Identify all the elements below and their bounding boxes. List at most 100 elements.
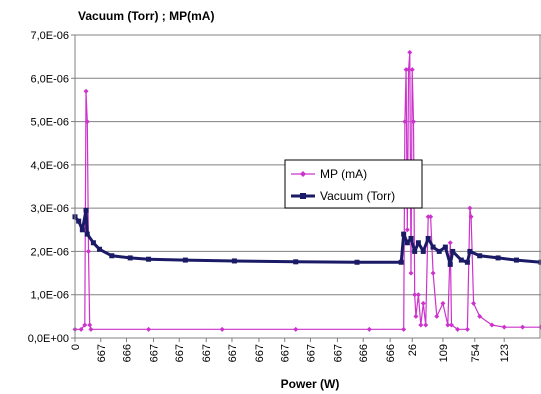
legend-marker (300, 193, 306, 199)
x-tick-label: 667 (174, 344, 186, 362)
x-tick-label: 754 (470, 344, 482, 362)
data-point (415, 292, 421, 298)
data-point (447, 261, 453, 267)
data-point (84, 119, 90, 125)
data-point (415, 240, 421, 246)
data-point (82, 322, 88, 328)
data-point (407, 49, 413, 55)
x-tick-label: 667 (201, 344, 213, 362)
data-point (495, 255, 501, 261)
data-point (413, 313, 419, 319)
legend-marker (300, 171, 306, 177)
y-tick-label: 7,0E-06 (30, 30, 69, 42)
data-point (412, 248, 418, 254)
x-tick-label: 667 (280, 344, 292, 362)
data-point (409, 67, 415, 73)
x-tick-label: 666 (122, 344, 134, 362)
data-point (127, 255, 133, 261)
data-point (408, 270, 414, 276)
x-tick-label: 667 (96, 344, 108, 362)
data-point (97, 246, 103, 252)
y-tick-label: 4,0E-06 (30, 160, 69, 172)
x-tick-label: 26 (407, 344, 419, 356)
data-point (404, 240, 410, 246)
data-point (410, 119, 416, 125)
data-point (430, 244, 436, 250)
data-point (418, 322, 424, 328)
data-point (398, 259, 404, 265)
y-tick-label: 6,0E-06 (30, 73, 69, 85)
y-tick-label: 1,0E-06 (30, 290, 69, 302)
data-point (458, 257, 464, 263)
data-point (423, 322, 429, 328)
data-point (445, 322, 451, 328)
x-axis-label: Power (W) (281, 377, 340, 391)
data-point (402, 119, 408, 125)
chart-title: Vacuum (Torr) ; MP(mA) (78, 9, 214, 23)
data-point (436, 248, 442, 254)
x-tick-label: 667 (148, 344, 160, 362)
x-tick-label: 667 (305, 344, 317, 362)
data-point (182, 257, 188, 263)
data-point (84, 231, 90, 237)
y-tick-label: 0,0E+00 (28, 333, 69, 345)
data-point (412, 292, 418, 298)
data-point (88, 326, 94, 332)
data-point (434, 313, 440, 319)
data-point (83, 207, 89, 213)
data-point (468, 214, 474, 220)
legend-box (284, 159, 423, 209)
data-point (448, 322, 454, 328)
data-point (477, 313, 483, 319)
legend-label: MP (mA) (320, 167, 367, 181)
data-point (477, 253, 483, 259)
data-point (430, 270, 436, 276)
data-point (87, 322, 93, 328)
data-point (428, 214, 434, 220)
data-point (90, 240, 96, 246)
x-tick-label: 666 (358, 344, 370, 362)
data-point (78, 326, 84, 332)
x-tick-label: 667 (227, 344, 239, 362)
data-point (231, 258, 237, 264)
data-point (447, 240, 453, 246)
y-tick-label: 3,0E-06 (30, 203, 69, 215)
data-point (146, 256, 152, 262)
data-point (450, 248, 456, 254)
data-point (471, 300, 477, 306)
data-point (401, 326, 407, 332)
data-point (464, 326, 470, 332)
data-point (489, 322, 495, 328)
data-point (520, 324, 526, 330)
data-point (146, 326, 152, 332)
data-point (293, 259, 299, 265)
data-point (440, 300, 446, 306)
data-point (109, 253, 115, 259)
data-point (293, 326, 299, 332)
y-tick-label: 5,0E-06 (30, 117, 69, 129)
x-axis-ticks: 0 667 666 667 667 667 667 667 667 667 667 666 666 26 1… (70, 338, 511, 362)
data-point (442, 244, 448, 250)
x-tick-label: 667 (254, 344, 266, 362)
data-point (467, 248, 473, 254)
data-point (85, 248, 91, 254)
x-tick-label: 123 (499, 344, 511, 362)
legend-label: Vacuum (Torr) (320, 189, 395, 203)
data-point (467, 205, 473, 211)
x-tick-label: 667 (332, 344, 344, 362)
plot-frame (74, 34, 541, 339)
data-point (420, 248, 426, 254)
x-tick-label: 0 (70, 344, 82, 350)
data-point (401, 231, 407, 237)
legend: MP (mA) Vacuum (Torr) (284, 159, 423, 209)
data-point (219, 326, 225, 332)
x-tick-label: 109 (438, 344, 450, 362)
data-point (83, 88, 89, 94)
data-point (425, 235, 431, 241)
data-point (501, 324, 507, 330)
data-point (513, 257, 519, 263)
y-tick-label: 2,0E-06 (30, 246, 69, 258)
y-axis-ticks: 0,0E+00 1,0E-06 2,0E-06 3,0E-06 4,0E-06 5,0E-… (28, 30, 75, 345)
data-point (79, 227, 85, 233)
